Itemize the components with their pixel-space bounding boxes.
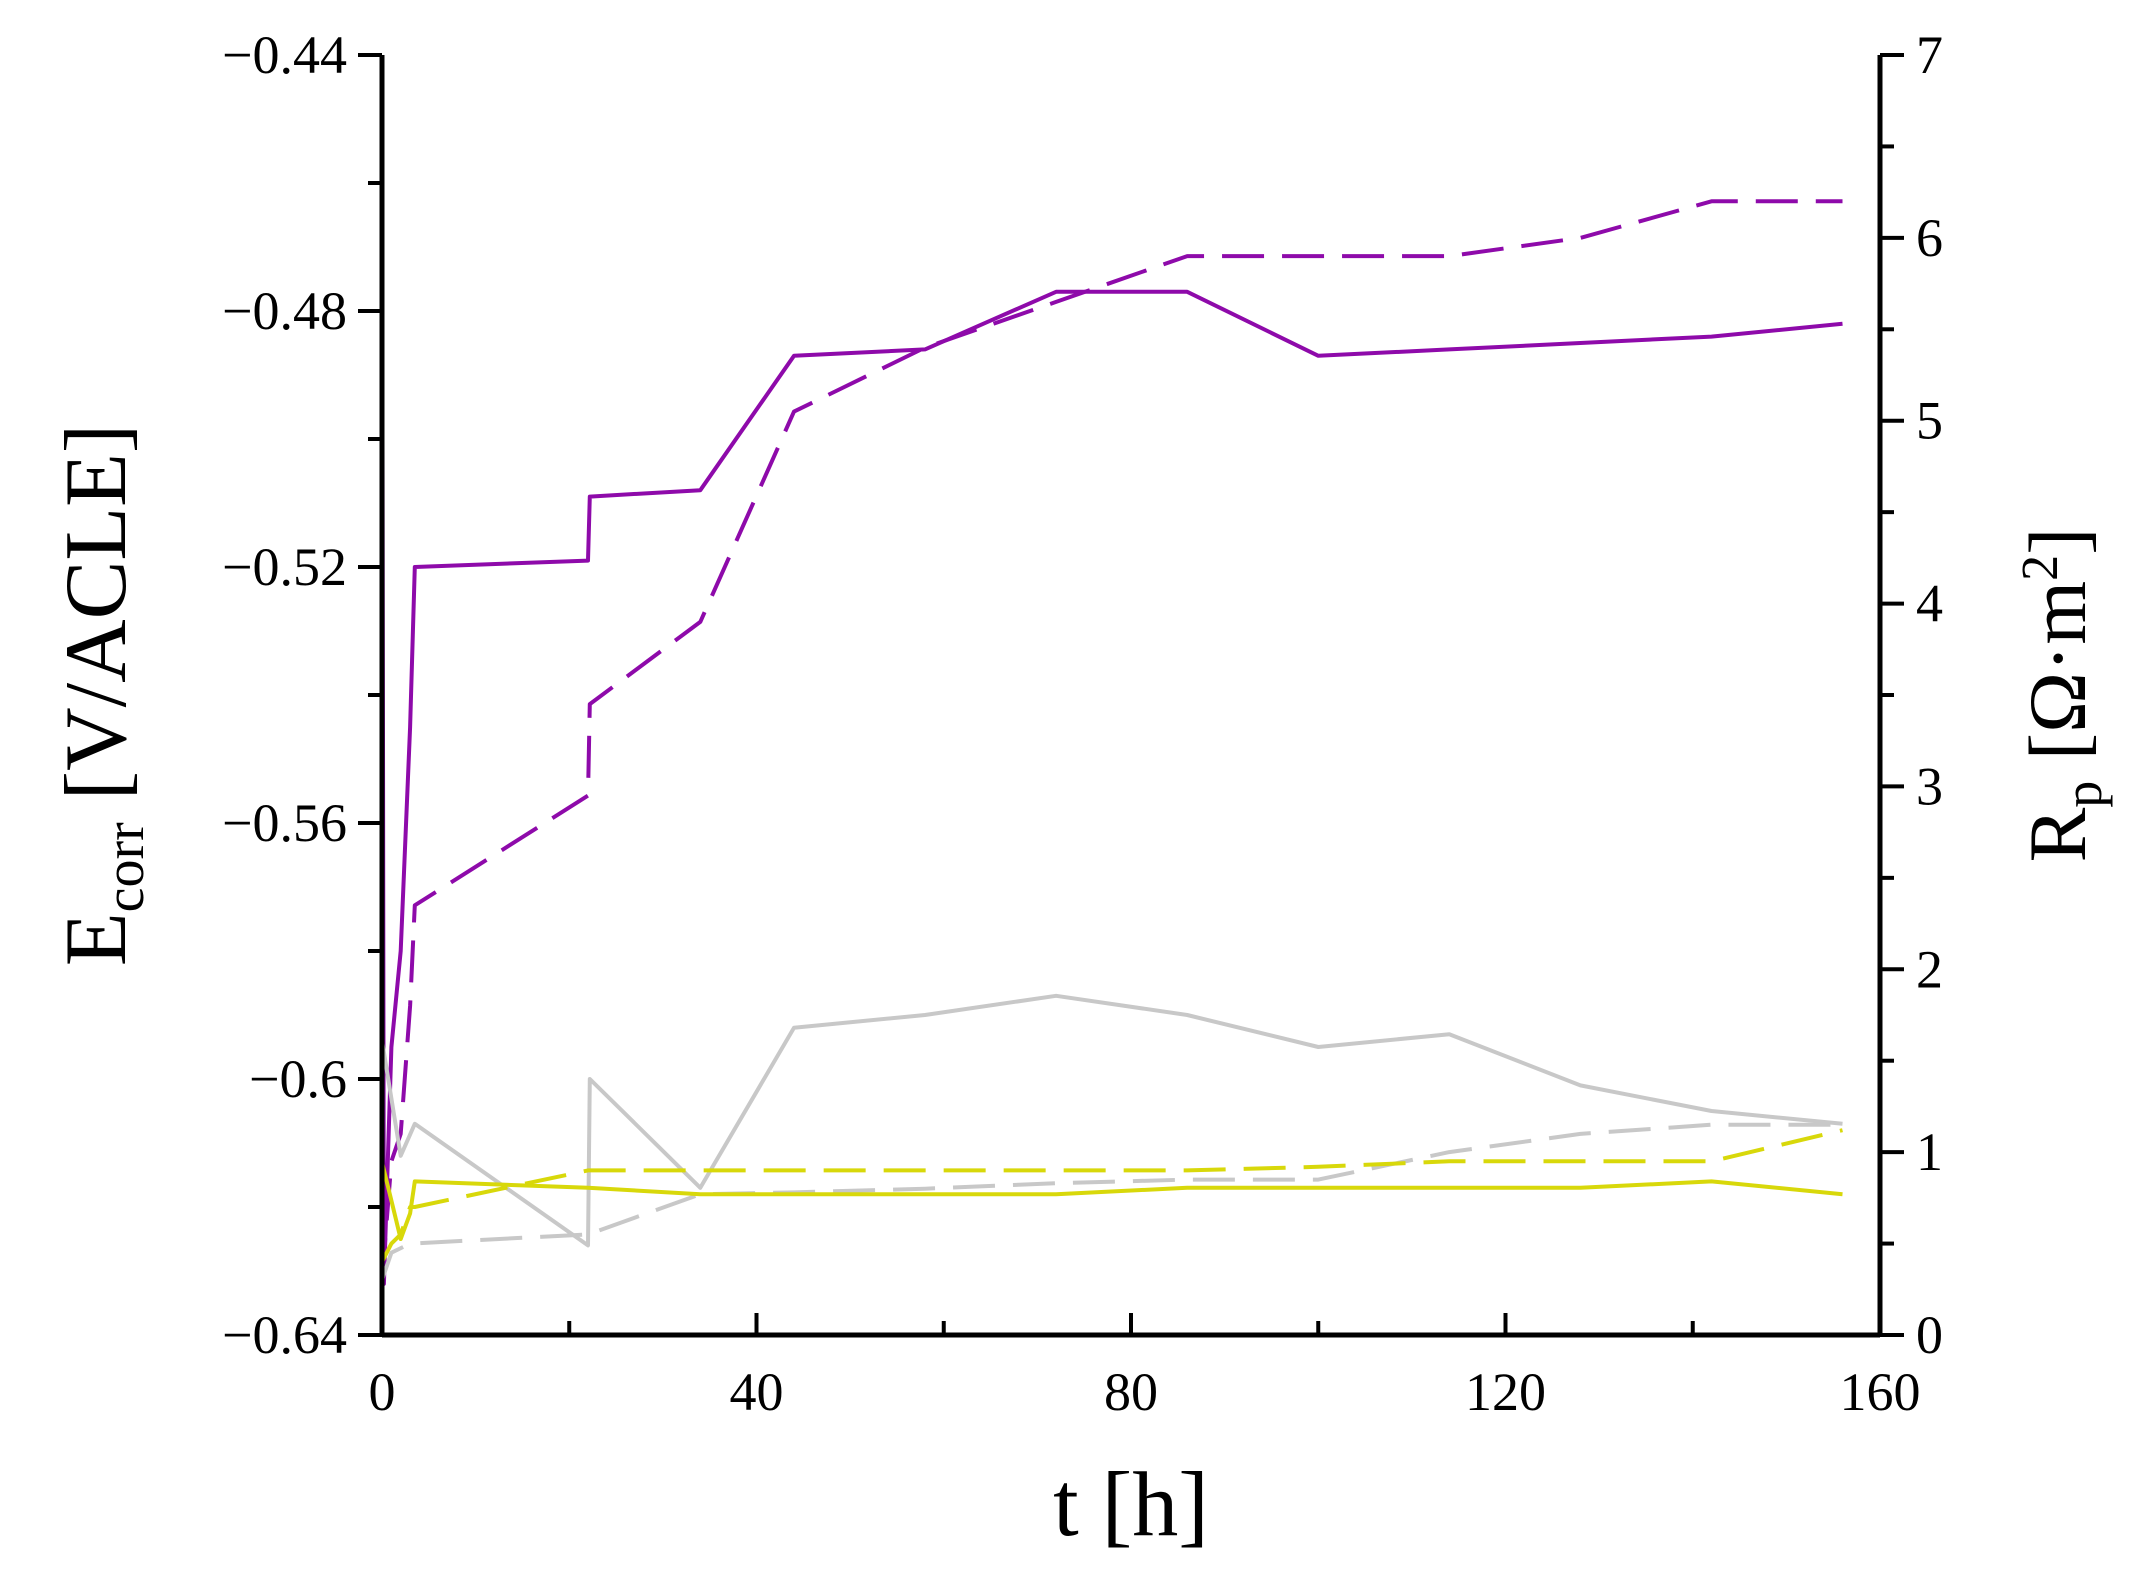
series-yellow-dashed-Rp — [380, 1128, 1843, 1263]
left-y-axis-title-subscript: corr — [94, 822, 156, 913]
series-yellow-solid-Ecorr — [380, 1161, 1843, 1241]
right-y-tick-label: 7 — [1916, 25, 1943, 85]
left-y-tick-label: −0.56 — [222, 793, 347, 853]
left-y-tick-label: −0.64 — [222, 1305, 347, 1365]
right-y-axis-title-main: R — [2012, 807, 2103, 862]
right-y-axis-title-unit-start: [Ω·m — [2012, 581, 2103, 781]
label-layer: t [h] Ecorr [V/ACLE] Rp [Ω·m2] — [48, 424, 2113, 1555]
right-y-tick-label: 0 — [1916, 1305, 1943, 1365]
series-purple-dashed-Rp — [380, 199, 1843, 1281]
right-y-axis-title-unit-end: ] — [2012, 528, 2103, 555]
left-y-tick-label: −0.48 — [222, 281, 347, 341]
x-tick-label: 120 — [1465, 1362, 1546, 1422]
series-layer — [380, 138, 1843, 1286]
x-tick-label: 0 — [369, 1362, 396, 1422]
left-y-tick-label: −0.52 — [222, 537, 347, 597]
right-y-axis-title-superscript: 2 — [2012, 555, 2069, 581]
series-gray-dashed-Rp — [380, 1122, 1843, 1281]
left-y-axis-title-unit: [V/ACLE] — [48, 424, 145, 822]
right-y-axis-title: Rp [Ω·m2] — [2012, 528, 2113, 863]
x-axis-title: t [h] — [1053, 1453, 1209, 1555]
tick-layer: 0 40 80 120 160−0.64−0.6−0.56−0.52−0.48−0.44… — [222, 25, 1943, 1422]
right-y-tick-label: 5 — [1916, 391, 1943, 451]
x-tick-label: 160 — [1840, 1362, 1921, 1422]
right-y-tick-label: 2 — [1916, 939, 1943, 999]
x-tick-label: 80 — [1104, 1362, 1158, 1422]
series-purple-solid-Ecorr — [380, 138, 1843, 1286]
x-tick-label: 40 — [730, 1362, 784, 1422]
right-y-tick-label: 1 — [1916, 1122, 1943, 1182]
axes-layer — [379, 55, 1883, 1338]
left-y-tick-label: −0.6 — [249, 1049, 347, 1109]
right-y-tick-label: 4 — [1916, 574, 1943, 634]
right-y-axis-title-subscript: p — [2053, 781, 2113, 808]
right-y-tick-label: 6 — [1916, 208, 1943, 268]
right-y-tick-label: 3 — [1916, 756, 1943, 816]
series-gray-solid-Ecorr — [380, 993, 1843, 1248]
left-y-axis-title: Ecorr [V/ACLE] — [48, 424, 156, 966]
left-y-tick-label: −0.44 — [222, 25, 347, 85]
left-y-axis-title-main: E — [48, 912, 145, 966]
